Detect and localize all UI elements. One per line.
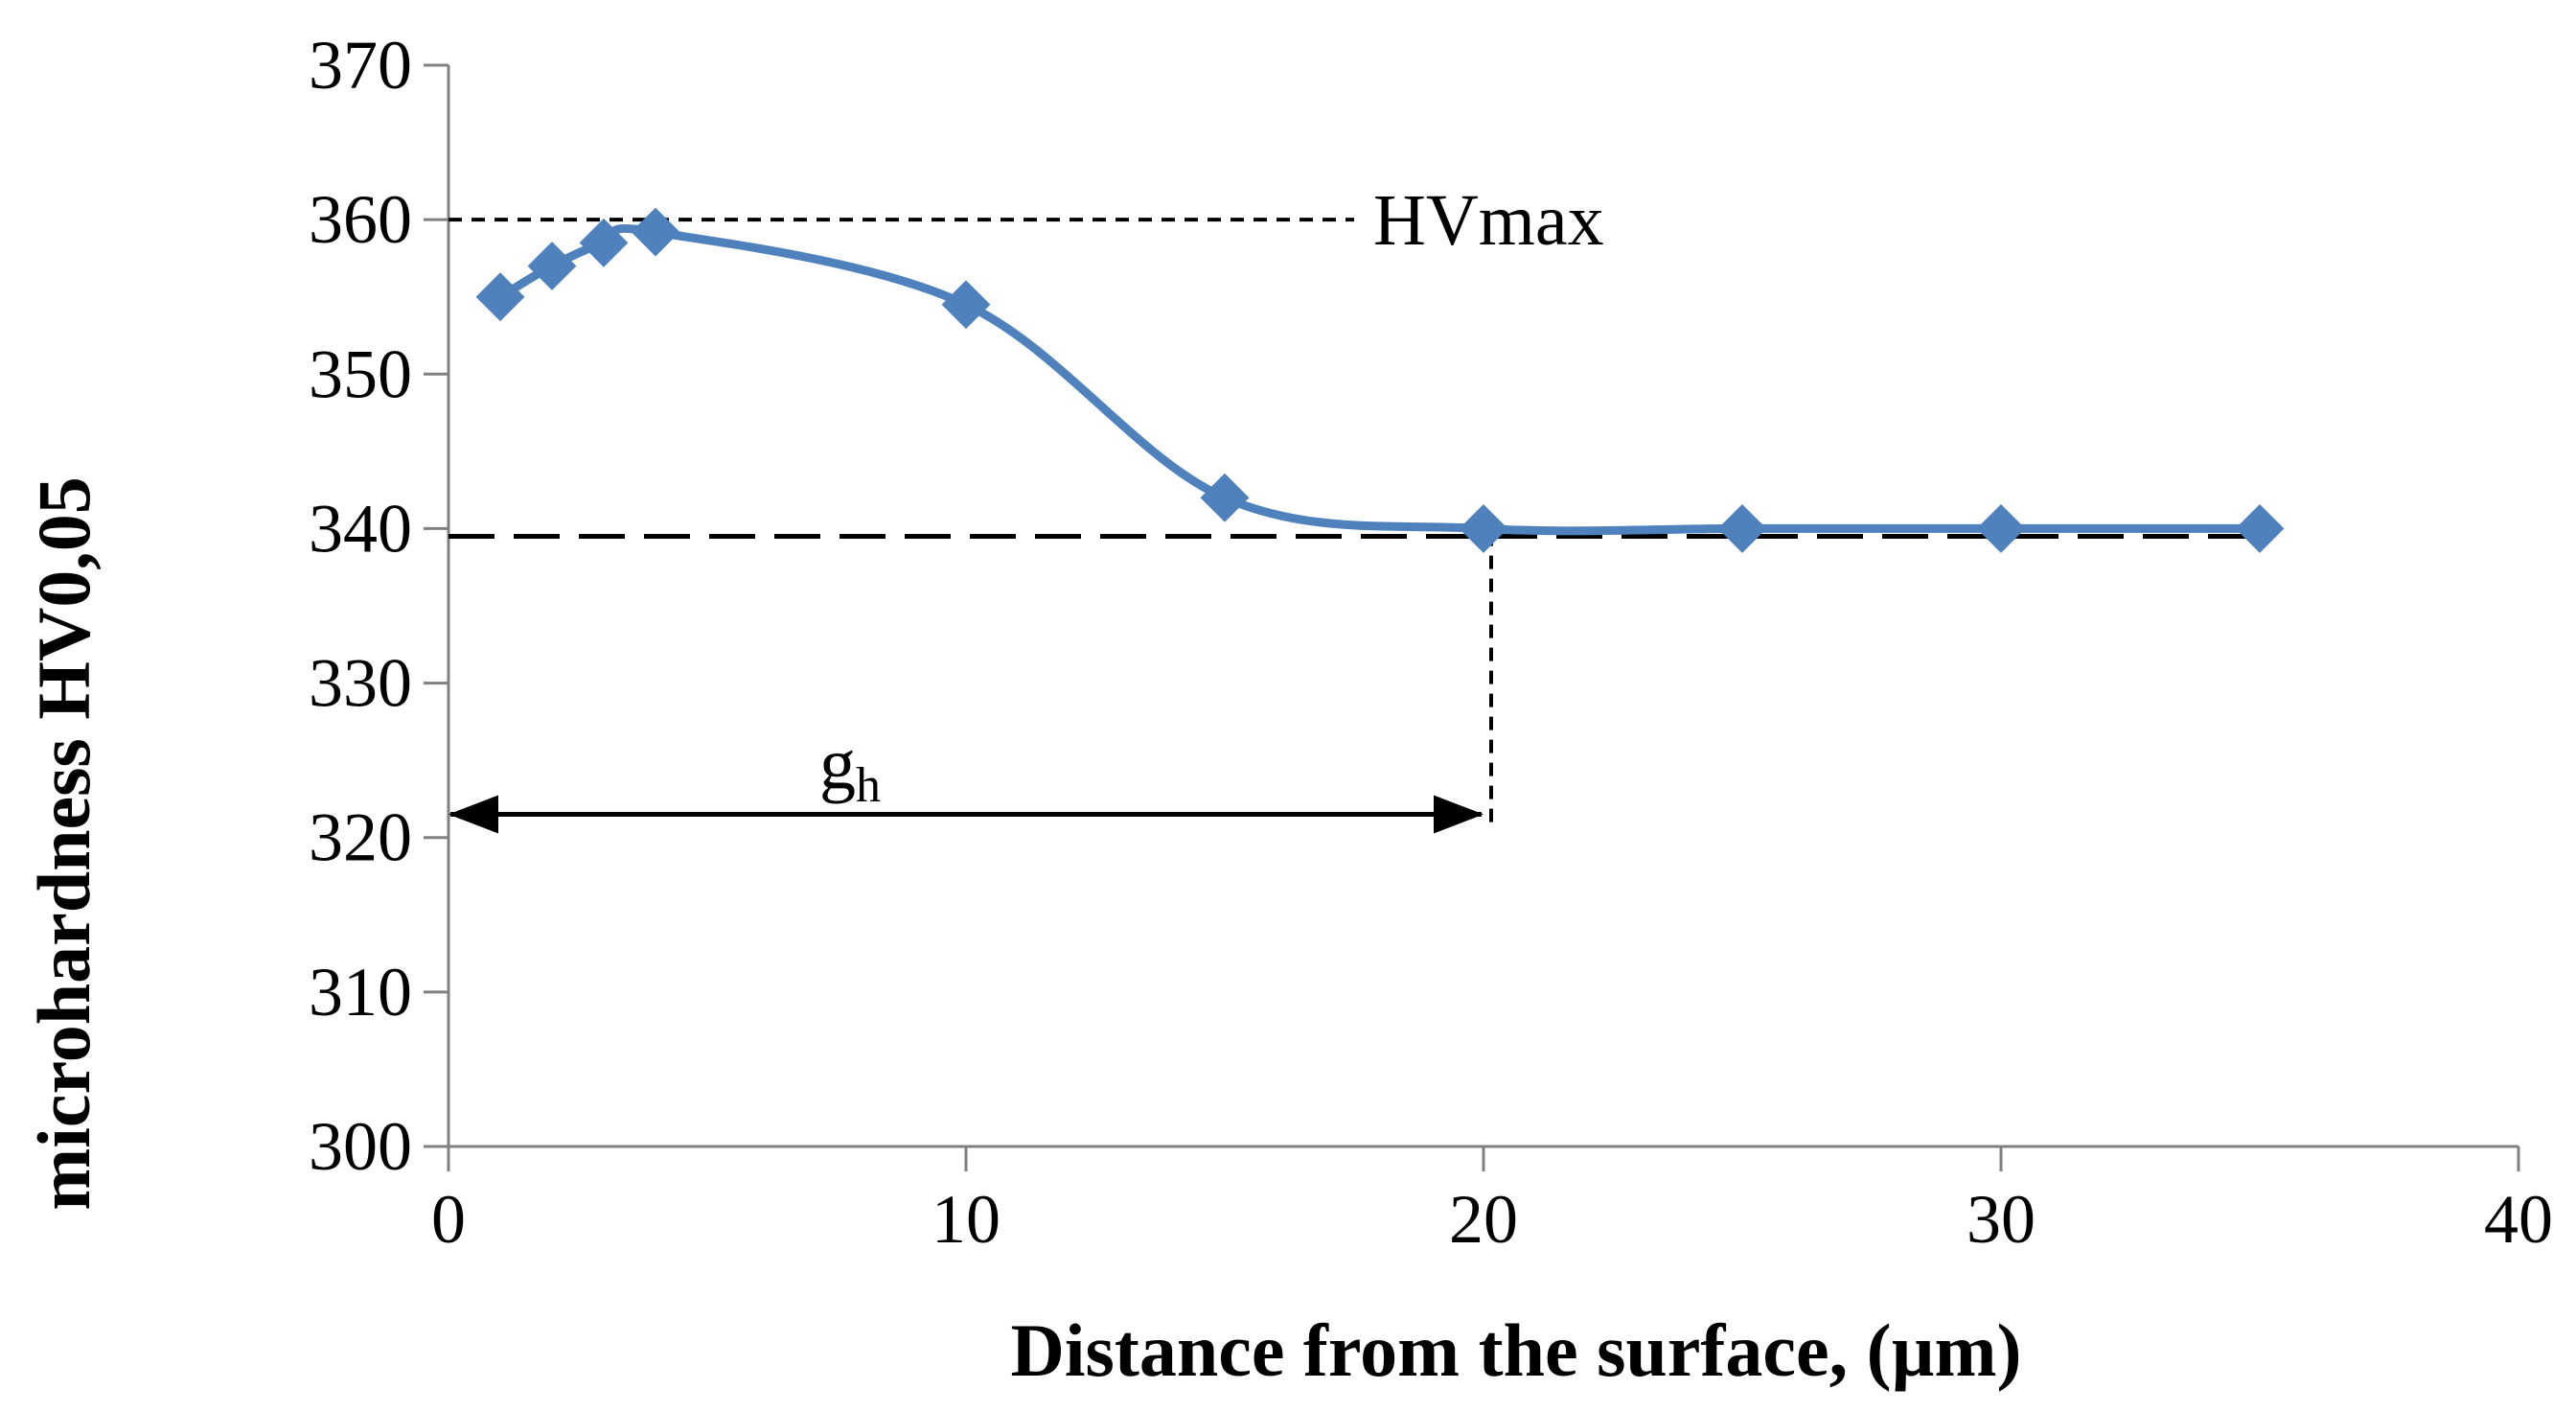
y-tick-label-360: 360 <box>309 181 412 258</box>
y-tick-label-340: 340 <box>309 490 412 567</box>
depth-label-main: g <box>819 724 856 804</box>
y-tick-label-370: 370 <box>309 27 412 104</box>
series-line-0 <box>495 223 2265 536</box>
y-tick-label-320: 320 <box>309 799 412 876</box>
data-point-6 <box>1200 473 1250 522</box>
data-point-8 <box>1717 504 1767 553</box>
data-series <box>475 207 2285 553</box>
data-point-9 <box>1976 504 2026 553</box>
data-point-7 <box>1459 504 1508 553</box>
x-tick-label-20: 20 <box>1449 1181 1518 1258</box>
hvmax-label: HVmax <box>1373 180 1604 261</box>
data-point-2 <box>527 242 577 290</box>
reference-lines <box>448 218 2270 822</box>
x-tick-label-40: 40 <box>2484 1181 2553 1258</box>
data-point-1 <box>475 272 525 322</box>
y-tick-label-310: 310 <box>309 954 412 1030</box>
y-tick-label-330: 330 <box>309 645 412 722</box>
x-tick-label-30: 30 <box>1966 1181 2036 1258</box>
axes: 300 310 320 330 340 350 360 370 0 10 20 30 40 <box>309 27 2553 1258</box>
data-point-10 <box>2235 504 2285 553</box>
data-point-4 <box>631 207 680 257</box>
x-axis-title: Distance from the surface, (µm) <box>1010 1308 2021 1392</box>
y-tick-label-350: 350 <box>309 336 412 412</box>
depth-label-sub: h <box>856 758 881 813</box>
depth-arrow-head-left <box>448 795 498 834</box>
x-tick-label-0: 0 <box>431 1181 466 1258</box>
depth-arrow-head-right <box>1434 795 1484 834</box>
data-point-5 <box>941 280 991 330</box>
y-axis-title: microhardness HV0,05 <box>22 476 105 1211</box>
x-tick-label-10: 10 <box>932 1181 1000 1258</box>
depth-label: gh <box>819 724 881 813</box>
data-point-3 <box>579 218 629 267</box>
annotations: HVmax gh <box>448 180 1604 834</box>
y-tick-label-300: 300 <box>309 1108 412 1185</box>
